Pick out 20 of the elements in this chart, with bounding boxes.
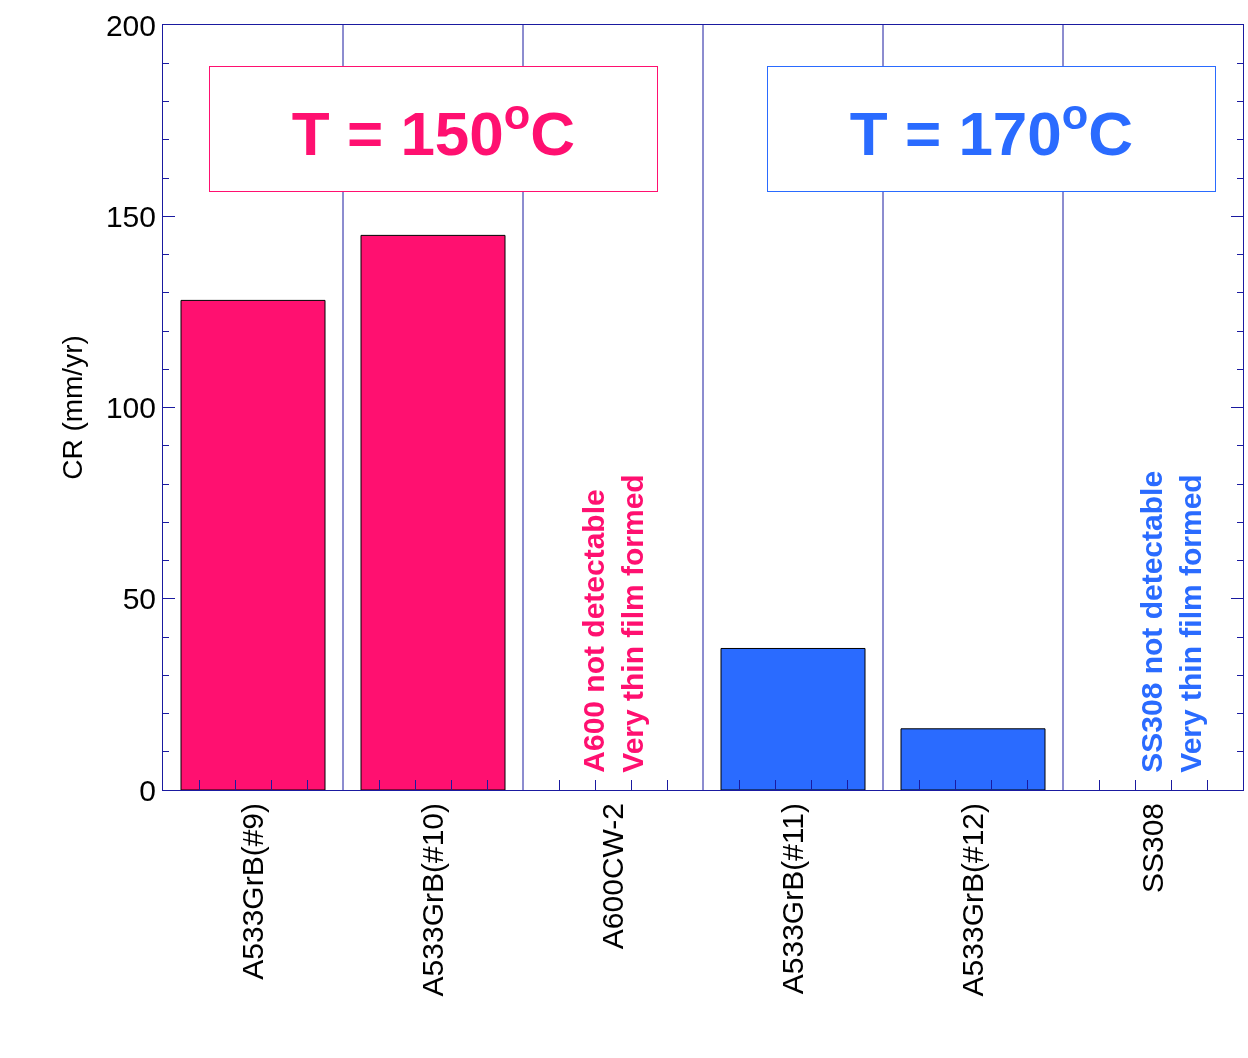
bar <box>360 234 506 790</box>
annotation: A600 not detectable Very thin film formed <box>577 474 650 773</box>
y-tick-label: 50 <box>122 582 156 616</box>
x-tick-label: A533GrB(#12) <box>955 803 989 997</box>
y-tick-label: 200 <box>105 8 156 42</box>
y-tick-label: 100 <box>105 391 156 424</box>
x-tick-label: A533GrB(#9) <box>235 803 269 980</box>
bar <box>720 647 866 790</box>
annotation: T = 150$^{o}$C <box>291 89 576 169</box>
x-tick-label: A533GrB(#10) <box>415 803 449 997</box>
annotation: SS308 not detectable Very thin film formed <box>1135 470 1208 773</box>
x-tick-label: A533GrB(#11) <box>775 803 809 995</box>
x-tick-label: A600CW-2 <box>595 803 629 950</box>
annotation: T = 170$^{o}$C <box>849 89 1134 169</box>
bar <box>180 299 326 790</box>
bar <box>900 728 1046 790</box>
y-tick-label: 0 <box>139 773 156 807</box>
x-tick-label: SS308 <box>1135 803 1169 894</box>
y-tick-label: 150 <box>105 199 156 233</box>
y-axis-title: CR (mm/yr) <box>56 335 88 480</box>
